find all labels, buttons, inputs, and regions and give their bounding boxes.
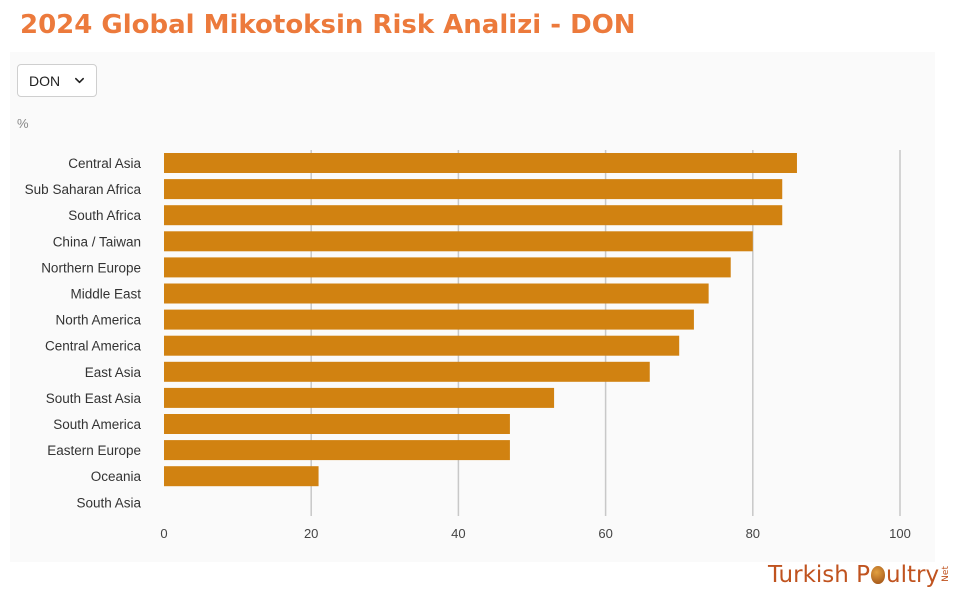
bar: [164, 466, 319, 487]
x-tick-label: 80: [746, 526, 760, 541]
x-tick-label: 0: [160, 526, 167, 541]
bar: [164, 440, 510, 461]
bar: [164, 283, 709, 304]
mycotoxin-select[interactable]: DON: [17, 64, 97, 97]
category-label: Middle East: [70, 287, 141, 302]
category-label: South America: [53, 417, 141, 432]
x-tick-label: 100: [889, 526, 911, 541]
category-label: Eastern Europe: [47, 443, 141, 458]
mycotoxin-select-value: DON: [29, 72, 61, 89]
unit-label: %: [17, 116, 29, 131]
bar: [164, 309, 694, 330]
bar: [164, 387, 555, 408]
category-label: East Asia: [85, 365, 142, 380]
x-tick-label: 40: [451, 526, 465, 541]
bar: [164, 179, 783, 200]
category-label: North America: [55, 313, 141, 328]
egg-icon: [871, 566, 886, 584]
bar: [164, 361, 650, 382]
category-label: Central Asia: [68, 156, 141, 171]
category-label: Central America: [45, 339, 142, 354]
category-label: South East Asia: [46, 391, 142, 406]
bar: [164, 153, 797, 173]
chart-title: 2024 Global Mikotoksin Risk Analizi - DO…: [20, 10, 636, 40]
bar: [164, 257, 731, 278]
bar: [164, 414, 510, 434]
chevron-down-icon: [75, 77, 85, 84]
bar: [164, 335, 680, 356]
category-label: China / Taiwan: [53, 234, 141, 249]
x-tick-label: 60: [598, 526, 612, 541]
category-label: Sub Saharan Africa: [25, 182, 142, 197]
category-label: South Africa: [68, 208, 141, 223]
category-label: Northern Europe: [41, 260, 141, 275]
category-label: Oceania: [91, 469, 142, 484]
bar: [164, 231, 753, 252]
bar: [164, 205, 783, 226]
category-label: South Asia: [76, 495, 141, 510]
x-tick-label: 20: [304, 526, 318, 541]
